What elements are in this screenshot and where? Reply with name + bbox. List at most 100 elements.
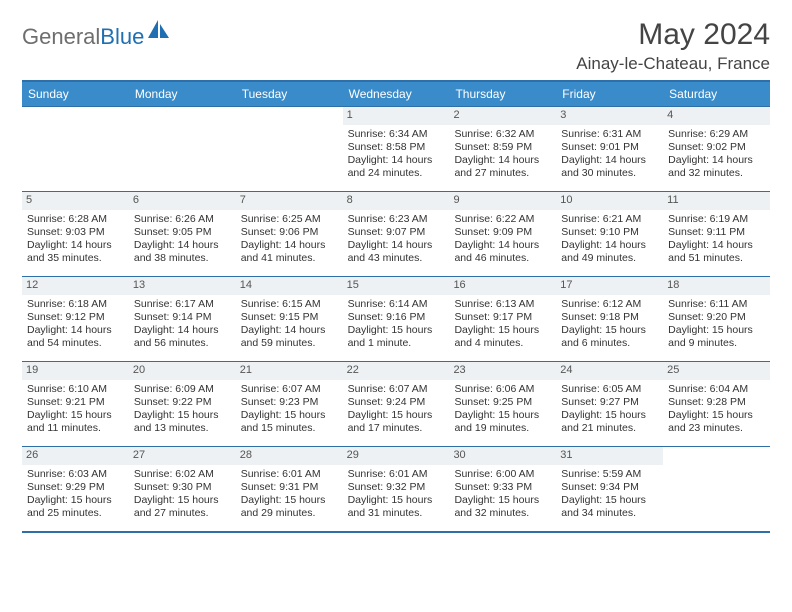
sunrise-line: Sunrise: 6:05 AM <box>561 383 658 396</box>
sunrise-line: Sunrise: 6:26 AM <box>134 213 231 226</box>
day-number: 17 <box>556 277 663 295</box>
sunset-line: Sunset: 9:23 PM <box>241 396 338 409</box>
sunrise-line: Sunrise: 6:04 AM <box>668 383 765 396</box>
sunset-line: Sunset: 9:03 PM <box>27 226 124 239</box>
sunrise-line: Sunrise: 6:00 AM <box>454 468 551 481</box>
day-cell: 16Sunrise: 6:13 AMSunset: 9:17 PMDayligh… <box>449 277 556 361</box>
day-number: 13 <box>129 277 236 295</box>
day-number: 12 <box>22 277 129 295</box>
daylight-line: Daylight: 14 hours and 43 minutes. <box>348 239 445 265</box>
daylight-line: Daylight: 15 hours and 19 minutes. <box>454 409 551 435</box>
sunset-line: Sunset: 9:11 PM <box>668 226 765 239</box>
daylight-line: Daylight: 15 hours and 17 minutes. <box>348 409 445 435</box>
day-header: Tuesday <box>236 82 343 106</box>
calendar: SundayMondayTuesdayWednesdayThursdayFrid… <box>22 80 770 533</box>
daylight-line: Daylight: 14 hours and 35 minutes. <box>27 239 124 265</box>
day-number: 21 <box>236 362 343 380</box>
day-cell: 26Sunrise: 6:03 AMSunset: 9:29 PMDayligh… <box>22 447 129 531</box>
sunrise-line: Sunrise: 6:12 AM <box>561 298 658 311</box>
day-cell: 12Sunrise: 6:18 AMSunset: 9:12 PMDayligh… <box>22 277 129 361</box>
day-number: 28 <box>236 447 343 465</box>
day-cell: 24Sunrise: 6:05 AMSunset: 9:27 PMDayligh… <box>556 362 663 446</box>
day-header: Monday <box>129 82 236 106</box>
day-header: Saturday <box>663 82 770 106</box>
day-cell: 20Sunrise: 6:09 AMSunset: 9:22 PMDayligh… <box>129 362 236 446</box>
day-cell: 22Sunrise: 6:07 AMSunset: 9:24 PMDayligh… <box>343 362 450 446</box>
daylight-line: Daylight: 14 hours and 24 minutes. <box>348 154 445 180</box>
daylight-line: Daylight: 14 hours and 59 minutes. <box>241 324 338 350</box>
day-number: 14 <box>236 277 343 295</box>
sunrise-line: Sunrise: 6:13 AM <box>454 298 551 311</box>
location-label: Ainay-le-Chateau, France <box>576 54 770 74</box>
day-header: Sunday <box>22 82 129 106</box>
sunset-line: Sunset: 9:06 PM <box>241 226 338 239</box>
daylight-line: Daylight: 15 hours and 23 minutes. <box>668 409 765 435</box>
sunrise-line: Sunrise: 6:09 AM <box>134 383 231 396</box>
day-number: 4 <box>663 107 770 125</box>
day-cell <box>663 447 770 531</box>
day-cell: 3Sunrise: 6:31 AMSunset: 9:01 PMDaylight… <box>556 107 663 191</box>
day-number: 29 <box>343 447 450 465</box>
daylight-line: Daylight: 15 hours and 1 minute. <box>348 324 445 350</box>
sunrise-line: Sunrise: 6:17 AM <box>134 298 231 311</box>
sunset-line: Sunset: 8:59 PM <box>454 141 551 154</box>
day-header: Wednesday <box>343 82 450 106</box>
page-title: May 2024 <box>576 18 770 52</box>
day-number: 7 <box>236 192 343 210</box>
sunset-line: Sunset: 9:22 PM <box>134 396 231 409</box>
day-cell: 18Sunrise: 6:11 AMSunset: 9:20 PMDayligh… <box>663 277 770 361</box>
day-number: 8 <box>343 192 450 210</box>
sunset-line: Sunset: 9:02 PM <box>668 141 765 154</box>
day-number: 16 <box>449 277 556 295</box>
day-cell: 29Sunrise: 6:01 AMSunset: 9:32 PMDayligh… <box>343 447 450 531</box>
sunset-line: Sunset: 9:09 PM <box>454 226 551 239</box>
sunrise-line: Sunrise: 6:15 AM <box>241 298 338 311</box>
day-cell: 4Sunrise: 6:29 AMSunset: 9:02 PMDaylight… <box>663 107 770 191</box>
day-cell: 25Sunrise: 6:04 AMSunset: 9:28 PMDayligh… <box>663 362 770 446</box>
daylight-line: Daylight: 15 hours and 27 minutes. <box>134 494 231 520</box>
day-number: 19 <box>22 362 129 380</box>
sunrise-line: Sunrise: 6:23 AM <box>348 213 445 226</box>
sunrise-line: Sunrise: 6:32 AM <box>454 128 551 141</box>
sunrise-line: Sunrise: 6:34 AM <box>348 128 445 141</box>
sunrise-line: Sunrise: 6:31 AM <box>561 128 658 141</box>
day-number: 10 <box>556 192 663 210</box>
day-cell: 5Sunrise: 6:28 AMSunset: 9:03 PMDaylight… <box>22 192 129 276</box>
daylight-line: Daylight: 15 hours and 21 minutes. <box>561 409 658 435</box>
sunset-line: Sunset: 9:20 PM <box>668 311 765 324</box>
day-number: 9 <box>449 192 556 210</box>
sunrise-line: Sunrise: 6:10 AM <box>27 383 124 396</box>
sunset-line: Sunset: 9:29 PM <box>27 481 124 494</box>
daylight-line: Daylight: 15 hours and 13 minutes. <box>134 409 231 435</box>
sunset-line: Sunset: 9:18 PM <box>561 311 658 324</box>
daylight-line: Daylight: 15 hours and 25 minutes. <box>27 494 124 520</box>
sunset-line: Sunset: 9:15 PM <box>241 311 338 324</box>
sunrise-line: Sunrise: 5:59 AM <box>561 468 658 481</box>
daylight-line: Daylight: 15 hours and 34 minutes. <box>561 494 658 520</box>
day-number: 24 <box>556 362 663 380</box>
day-cell: 11Sunrise: 6:19 AMSunset: 9:11 PMDayligh… <box>663 192 770 276</box>
sunset-line: Sunset: 9:05 PM <box>134 226 231 239</box>
sunrise-line: Sunrise: 6:21 AM <box>561 213 658 226</box>
logo-sail-icon <box>148 20 170 45</box>
day-cell <box>236 107 343 191</box>
day-cell: 31Sunrise: 5:59 AMSunset: 9:34 PMDayligh… <box>556 447 663 531</box>
week-row: 26Sunrise: 6:03 AMSunset: 9:29 PMDayligh… <box>22 446 770 531</box>
daylight-line: Daylight: 15 hours and 6 minutes. <box>561 324 658 350</box>
day-cell: 15Sunrise: 6:14 AMSunset: 9:16 PMDayligh… <box>343 277 450 361</box>
day-number: 25 <box>663 362 770 380</box>
sunrise-line: Sunrise: 6:07 AM <box>241 383 338 396</box>
day-header: Friday <box>556 82 663 106</box>
day-number: 15 <box>343 277 450 295</box>
day-cell: 7Sunrise: 6:25 AMSunset: 9:06 PMDaylight… <box>236 192 343 276</box>
day-cell: 13Sunrise: 6:17 AMSunset: 9:14 PMDayligh… <box>129 277 236 361</box>
sunset-line: Sunset: 9:16 PM <box>348 311 445 324</box>
sunrise-line: Sunrise: 6:06 AM <box>454 383 551 396</box>
sunrise-line: Sunrise: 6:01 AM <box>241 468 338 481</box>
logo-part2: Blue <box>100 24 144 49</box>
daylight-line: Daylight: 14 hours and 46 minutes. <box>454 239 551 265</box>
sunrise-line: Sunrise: 6:11 AM <box>668 298 765 311</box>
logo: GeneralBlue <box>22 18 170 50</box>
sunset-line: Sunset: 9:31 PM <box>241 481 338 494</box>
daylight-line: Daylight: 14 hours and 27 minutes. <box>454 154 551 180</box>
